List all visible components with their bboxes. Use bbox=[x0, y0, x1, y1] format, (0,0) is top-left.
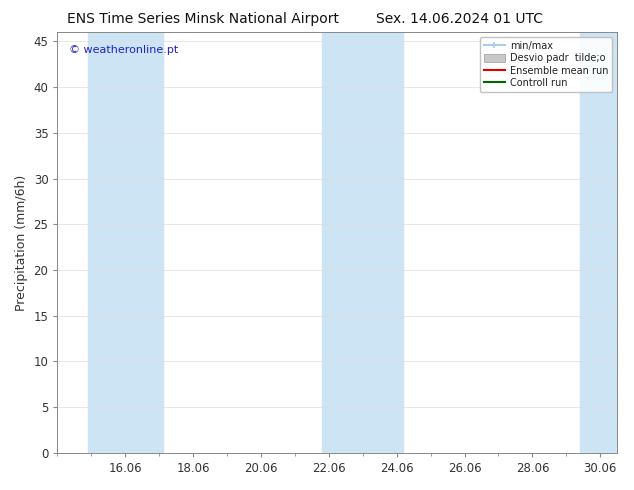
Y-axis label: Precipitation (mm/6h): Precipitation (mm/6h) bbox=[15, 174, 28, 311]
Text: ENS Time Series Minsk National Airport: ENS Time Series Minsk National Airport bbox=[67, 12, 339, 26]
Legend: min/max, Desvio padr  tilde;o, Ensemble mean run, Controll run: min/max, Desvio padr tilde;o, Ensemble m… bbox=[480, 37, 612, 92]
Bar bbox=[322, 32, 403, 453]
Text: Sex. 14.06.2024 01 UTC: Sex. 14.06.2024 01 UTC bbox=[376, 12, 543, 26]
Bar bbox=[88, 32, 163, 453]
Bar bbox=[580, 32, 618, 453]
Text: © weatheronline.pt: © weatheronline.pt bbox=[68, 45, 178, 55]
